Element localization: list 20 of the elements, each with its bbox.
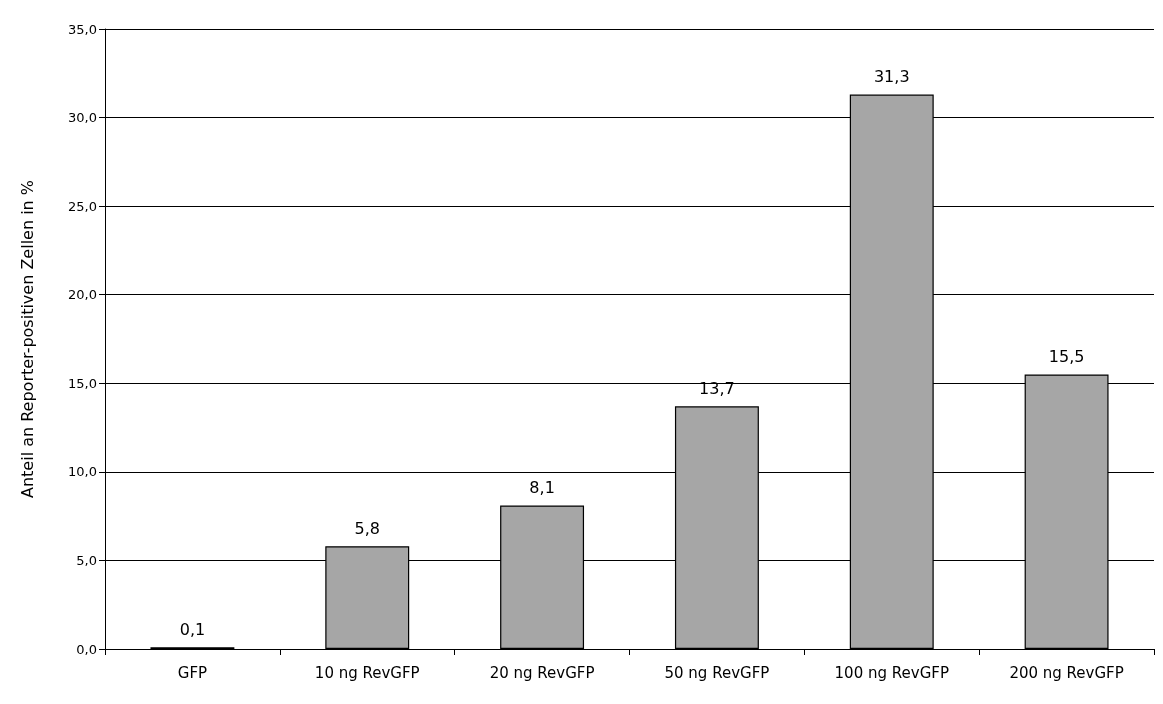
data-label: 0,1 xyxy=(179,619,206,639)
x-tick-label: 50 ng RevGFP xyxy=(664,663,770,682)
y-tick-label: 30,0 xyxy=(68,110,97,126)
data-label: 15,5 xyxy=(1048,346,1085,366)
y-tick-label: 5,0 xyxy=(76,552,97,568)
data-label: 5,8 xyxy=(354,518,380,538)
x-tick-label: GFP xyxy=(177,663,208,682)
y-tick-label: 25,0 xyxy=(68,198,97,214)
x-tick-label: 10 ng RevGFP xyxy=(314,663,420,682)
y-tick-label: 15,0 xyxy=(68,375,97,391)
y-tick-label: 10,0 xyxy=(68,464,97,480)
x-tick-label: 200 ng RevGFP xyxy=(1009,663,1124,682)
x-tick-label: 100 ng RevGFP xyxy=(834,663,949,682)
y-tick-label: 20,0 xyxy=(68,287,97,303)
y-tick-label: 35,0 xyxy=(68,21,97,37)
data-label: 8,1 xyxy=(529,478,555,498)
y-axis-title: Anteil an Reporter-positiven Zellen in % xyxy=(17,179,37,499)
y-tick-label: 0,0 xyxy=(76,641,97,657)
x-tick-label: 20 ng RevGFP xyxy=(489,663,595,682)
data-label: 31,3 xyxy=(873,67,910,87)
